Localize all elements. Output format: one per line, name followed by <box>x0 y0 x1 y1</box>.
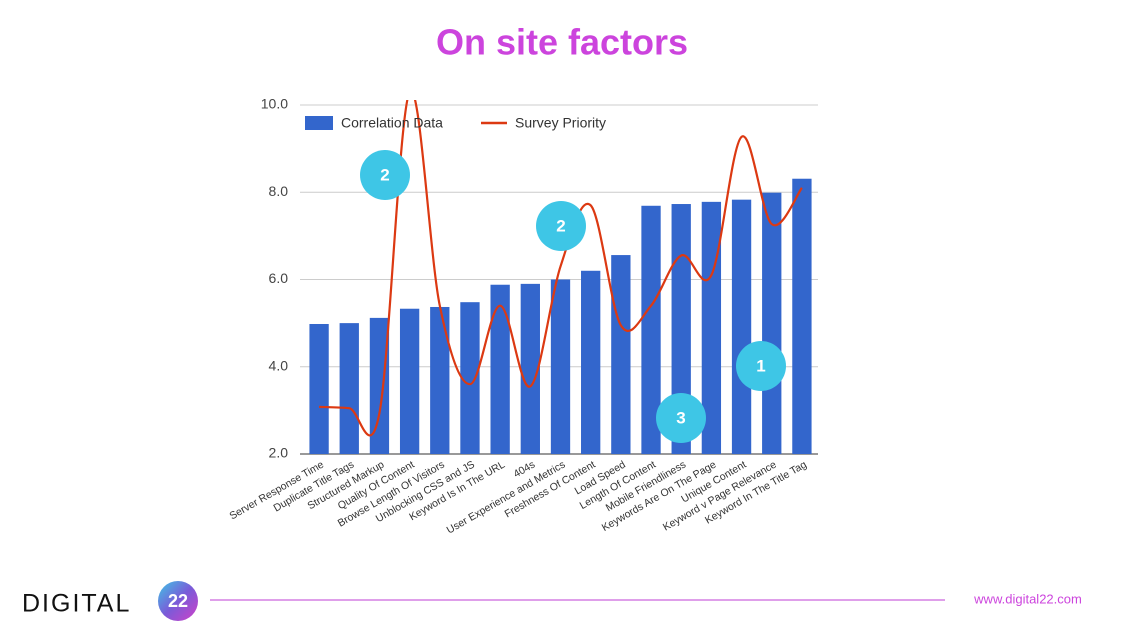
y-tick-label: 6.0 <box>269 270 289 286</box>
y-tick-label: 2.0 <box>269 445 289 461</box>
annotation-label: 2 <box>556 216 565 235</box>
footer-logo: DIGITAL <box>22 590 131 618</box>
footer-url: www.digital22.com <box>973 591 1082 606</box>
bar <box>611 255 631 454</box>
bar <box>339 323 359 454</box>
bar <box>641 205 661 454</box>
logo-badge <box>158 581 198 621</box>
bar <box>792 178 812 454</box>
bar <box>671 204 691 454</box>
legend-label: Survey Priority <box>515 115 606 131</box>
bar <box>550 279 571 454</box>
annotation-label: 1 <box>756 356 765 375</box>
annotation-circle <box>360 150 410 200</box>
bar <box>581 270 601 454</box>
annotation-label: 3 <box>676 408 685 427</box>
y-tick-label: 8.0 <box>269 183 289 199</box>
annotation-circle <box>736 341 786 391</box>
bar <box>520 283 540 454</box>
bar <box>762 192 782 454</box>
bar <box>430 306 450 454</box>
bar <box>460 302 480 454</box>
bar <box>490 284 510 454</box>
y-tick-label: 4.0 <box>269 357 289 373</box>
bar <box>731 199 752 454</box>
bar <box>399 308 420 454</box>
bar <box>701 201 722 454</box>
annotation-label: 2 <box>380 165 389 184</box>
annotation-circle <box>536 201 586 251</box>
bar <box>369 317 390 454</box>
y-tick-label: 10.0 <box>261 96 288 112</box>
bar <box>309 323 329 454</box>
legend-swatch <box>305 116 333 130</box>
chart-title: On site factors <box>436 22 688 63</box>
annotation-circle <box>656 393 706 443</box>
legend-label: Correlation Data <box>341 115 443 131</box>
line <box>319 100 803 437</box>
logo-badge-text: 22 <box>168 591 188 611</box>
